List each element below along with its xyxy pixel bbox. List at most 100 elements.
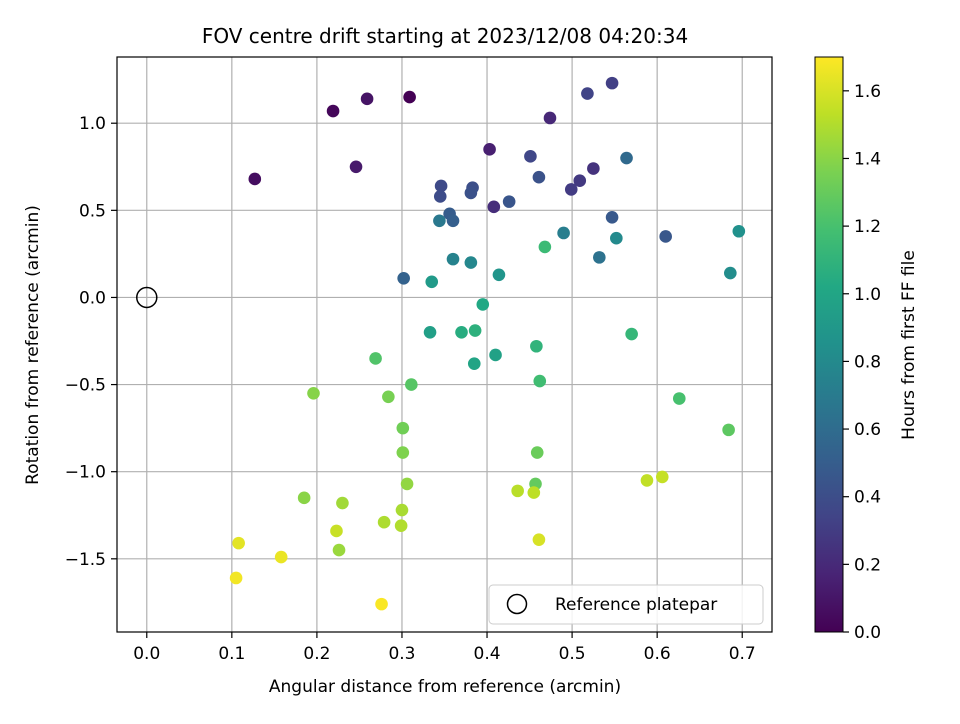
data-point xyxy=(396,446,410,459)
data-point xyxy=(433,190,447,203)
plot-frame xyxy=(116,56,773,633)
x-tick-label: 0.1 xyxy=(218,644,245,664)
data-point xyxy=(533,374,547,388)
colorbar-tick-label: 0.6 xyxy=(854,420,881,440)
legend-reference-marker xyxy=(506,593,528,615)
y-axis-ticks: −1.5 −1.0 −0.5 0.0 0.5 1.0 xyxy=(65,114,117,570)
data-point xyxy=(433,214,446,228)
y-axis-label: Rotation from reference (arcmin) xyxy=(23,205,43,485)
data-point xyxy=(377,515,391,529)
data-point xyxy=(625,327,638,341)
colorbar xyxy=(814,56,844,633)
colorbar-tick-label: 1.4 xyxy=(854,149,881,169)
colorbar-tick-label: 0.4 xyxy=(854,488,881,508)
colorbar-tick-label: 1.2 xyxy=(854,217,881,237)
data-point xyxy=(405,378,418,391)
data-point xyxy=(532,533,546,546)
legend: Reference platepar xyxy=(488,584,764,625)
data-point xyxy=(446,214,460,228)
data-point xyxy=(423,326,437,339)
data-point xyxy=(610,231,623,245)
data-point xyxy=(400,477,414,491)
x-tick-label: 0.3 xyxy=(388,644,415,664)
x-tick-label: 0.5 xyxy=(559,644,586,664)
y-tick-label: 0.0 xyxy=(79,288,106,308)
x-tick-label: 0.6 xyxy=(644,644,671,664)
data-point xyxy=(530,446,544,459)
data-point xyxy=(467,357,481,370)
data-point xyxy=(326,104,340,118)
data-point xyxy=(489,348,502,362)
data-point xyxy=(382,390,395,404)
data-point xyxy=(332,543,346,557)
colorbar-tick-label: 0.2 xyxy=(854,555,881,575)
y-tick-label: −0.5 xyxy=(65,376,106,396)
data-point xyxy=(724,266,737,280)
legend-reference-label: Reference platepar xyxy=(555,595,717,615)
data-point xyxy=(483,143,496,156)
data-point xyxy=(620,151,633,165)
data-point xyxy=(564,183,578,196)
data-point xyxy=(573,174,587,188)
data-point xyxy=(581,87,594,100)
data-point xyxy=(487,200,501,214)
data-point xyxy=(375,597,388,611)
data-point xyxy=(336,496,349,510)
data-point xyxy=(397,271,410,285)
y-tick-label: −1.5 xyxy=(65,550,106,570)
data-point xyxy=(396,421,410,435)
y-tick-label: 1.0 xyxy=(79,114,106,134)
data-point xyxy=(605,76,619,90)
data-point xyxy=(248,172,262,186)
data-point xyxy=(274,550,288,564)
reference-point-marker xyxy=(136,286,158,309)
data-point xyxy=(229,571,243,585)
y-tick-label: −1.0 xyxy=(65,463,106,483)
data-point xyxy=(722,423,735,437)
data-point xyxy=(468,324,482,337)
data-point xyxy=(434,179,448,193)
data-point xyxy=(593,251,606,264)
x-tick-label: 0.2 xyxy=(303,644,330,664)
data-point xyxy=(659,230,672,243)
data-point xyxy=(605,211,619,224)
legend-box xyxy=(488,584,764,625)
colorbar-label: Hours from first FF file xyxy=(899,250,919,440)
data-point xyxy=(543,111,557,125)
x-tick-label: 0.4 xyxy=(474,644,501,664)
data-point xyxy=(557,226,570,240)
data-point xyxy=(492,268,506,282)
x-tick-label: 0.0 xyxy=(133,644,160,664)
data-point xyxy=(587,162,600,175)
data-point xyxy=(395,503,409,517)
data-point xyxy=(446,252,460,266)
data-point xyxy=(297,491,311,505)
data-point xyxy=(672,392,686,405)
data-point xyxy=(532,170,546,184)
x-axis-label: Angular distance from reference (arcmin) xyxy=(269,677,621,697)
data-point xyxy=(330,524,343,538)
data-point xyxy=(464,186,478,200)
data-point xyxy=(502,195,516,208)
colorbar-ticks: 0.0 0.2 0.4 0.6 0.8 1.0 1.2 1.4 1.6 xyxy=(843,82,881,643)
chart-title: FOV centre drift starting at 2023/12/08 … xyxy=(202,24,688,48)
data-point xyxy=(732,224,746,238)
data-point xyxy=(394,519,408,533)
data-point xyxy=(307,386,320,400)
data-point xyxy=(349,160,363,174)
data-point xyxy=(476,298,490,311)
data-point xyxy=(464,256,478,269)
data-point xyxy=(530,339,543,353)
colorbar-tick-label: 1.0 xyxy=(854,285,881,305)
points xyxy=(229,76,746,611)
data-point xyxy=(640,474,654,487)
data-point xyxy=(511,484,524,498)
data-point xyxy=(538,240,552,254)
colorbar-tick-label: 0.8 xyxy=(854,352,881,372)
data-point xyxy=(360,92,374,106)
data-point xyxy=(527,486,541,499)
x-axis-ticks: 0.0 0.1 0.2 0.3 0.4 0.5 0.6 0.7 xyxy=(133,632,756,664)
data-point xyxy=(655,470,669,484)
